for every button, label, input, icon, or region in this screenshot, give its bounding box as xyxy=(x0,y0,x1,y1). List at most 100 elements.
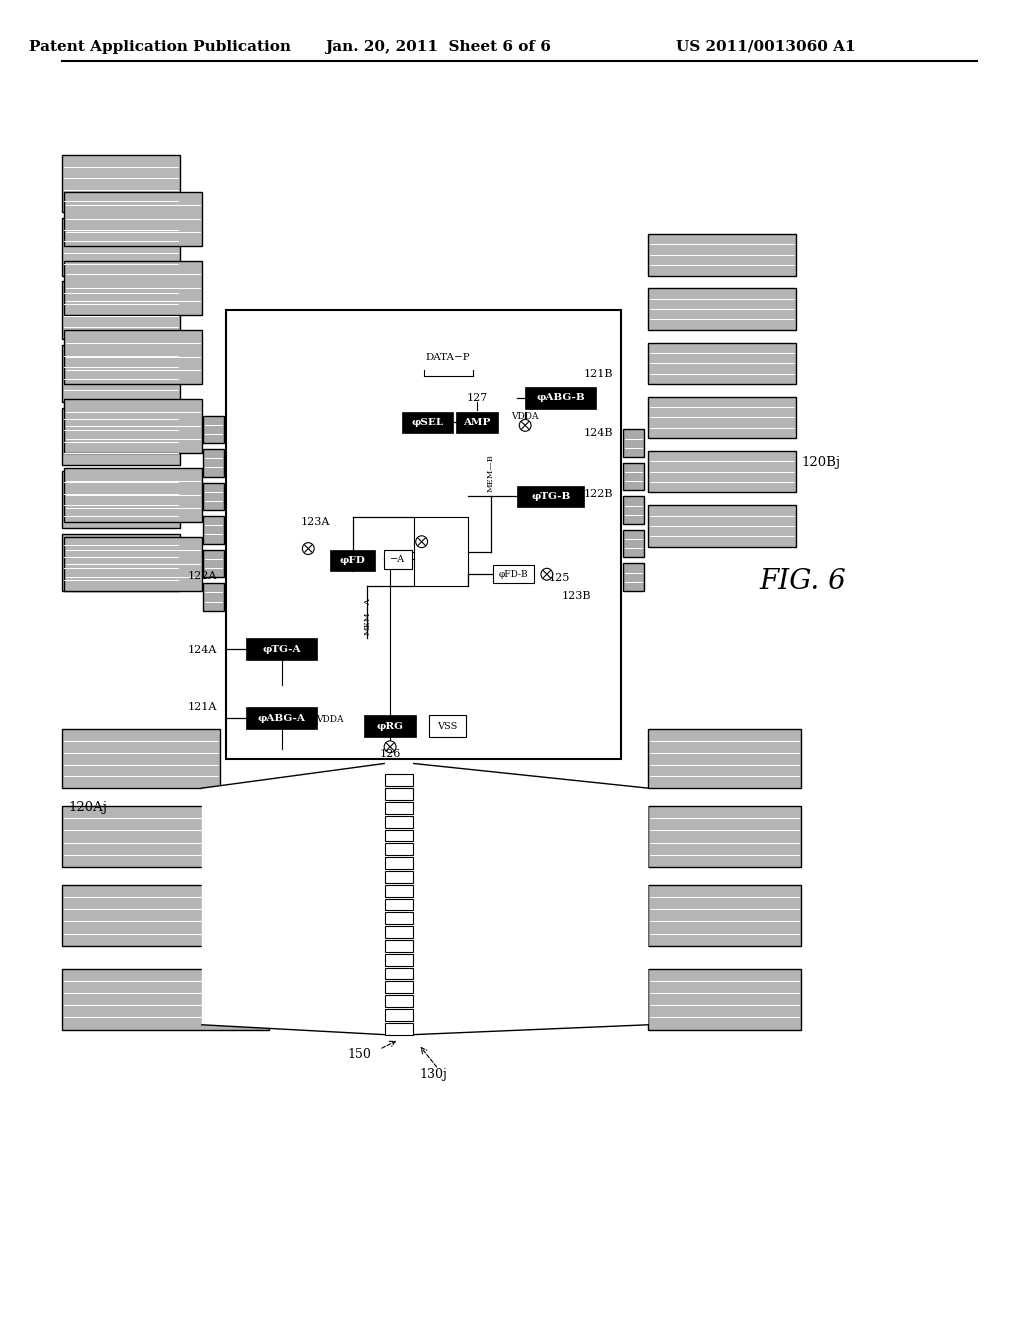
Text: 124A: 124A xyxy=(187,645,217,655)
Bar xyxy=(63,467,202,521)
Text: DATA−P: DATA−P xyxy=(426,352,471,362)
Bar xyxy=(63,330,202,384)
Circle shape xyxy=(302,543,314,554)
Bar xyxy=(385,1023,413,1035)
Text: 120Aj: 120Aj xyxy=(69,801,108,814)
Text: VSS: VSS xyxy=(437,722,458,730)
Bar xyxy=(61,408,180,465)
Text: 150: 150 xyxy=(347,1048,372,1061)
Bar xyxy=(517,486,585,507)
Bar xyxy=(61,807,244,867)
Text: −A: −A xyxy=(390,554,406,564)
Bar xyxy=(365,715,416,737)
Bar xyxy=(648,969,801,1030)
Text: 124B: 124B xyxy=(584,428,613,438)
Text: 126: 126 xyxy=(380,748,400,759)
Text: 121A: 121A xyxy=(187,702,217,713)
Bar xyxy=(61,218,180,276)
Bar xyxy=(61,345,180,401)
Text: VDDA: VDDA xyxy=(316,714,344,723)
Text: φTG-B: φTG-B xyxy=(531,492,570,500)
Bar xyxy=(246,639,317,660)
Bar xyxy=(385,1008,413,1020)
Bar xyxy=(61,281,180,339)
Text: 122A: 122A xyxy=(187,572,217,581)
Bar xyxy=(61,729,219,788)
Circle shape xyxy=(541,569,553,581)
Bar xyxy=(623,496,644,524)
Text: AMP: AMP xyxy=(463,418,490,426)
Bar xyxy=(385,912,413,924)
Text: 120Bj: 120Bj xyxy=(801,457,841,470)
Bar xyxy=(385,954,413,966)
Bar xyxy=(246,708,317,729)
Text: φABG-B: φABG-B xyxy=(537,393,585,403)
Bar xyxy=(385,968,413,979)
Bar xyxy=(648,506,797,546)
Bar xyxy=(402,412,454,433)
Text: φTG-A: φTG-A xyxy=(262,644,301,653)
Text: VDDA: VDDA xyxy=(511,412,539,421)
Bar xyxy=(385,995,413,1007)
Bar xyxy=(385,899,413,911)
Bar xyxy=(385,884,413,896)
Text: 123A: 123A xyxy=(300,517,330,527)
Bar xyxy=(385,871,413,883)
Bar xyxy=(385,803,413,814)
Text: Jan. 20, 2011  Sheet 6 of 6: Jan. 20, 2011 Sheet 6 of 6 xyxy=(326,40,551,54)
Text: 121B: 121B xyxy=(584,370,613,379)
Text: 123B: 123B xyxy=(561,591,591,601)
Circle shape xyxy=(416,536,428,548)
Bar xyxy=(226,310,621,759)
Bar xyxy=(203,449,224,477)
Bar xyxy=(648,288,797,330)
Text: US 2011/0013060 A1: US 2011/0013060 A1 xyxy=(676,40,855,54)
Polygon shape xyxy=(414,763,648,1035)
Bar xyxy=(648,807,801,867)
Bar xyxy=(61,156,180,213)
Bar xyxy=(428,715,466,737)
Bar xyxy=(385,775,413,787)
Polygon shape xyxy=(202,763,384,1035)
Bar xyxy=(61,471,180,528)
Bar xyxy=(330,549,376,572)
Bar xyxy=(203,483,224,510)
Bar xyxy=(385,843,413,855)
Bar xyxy=(203,416,224,444)
Bar xyxy=(385,829,413,841)
Text: MEM—B: MEM—B xyxy=(486,454,495,491)
Bar xyxy=(456,412,498,433)
Bar xyxy=(648,451,797,492)
Text: φFD-B: φFD-B xyxy=(499,570,528,578)
Text: 127: 127 xyxy=(466,393,487,403)
Bar xyxy=(648,884,801,946)
Bar xyxy=(648,343,797,384)
Text: φSEL: φSEL xyxy=(412,418,443,426)
Bar xyxy=(648,234,797,276)
Bar xyxy=(203,516,224,544)
Bar xyxy=(648,729,801,788)
Bar xyxy=(493,565,535,583)
Bar xyxy=(385,857,413,869)
Bar xyxy=(61,969,269,1030)
Text: Patent Application Publication: Patent Application Publication xyxy=(30,40,292,54)
Bar xyxy=(385,927,413,939)
Bar xyxy=(203,549,224,577)
Bar xyxy=(63,399,202,453)
Text: 125: 125 xyxy=(549,573,570,583)
Bar xyxy=(384,549,412,569)
Bar xyxy=(385,981,413,993)
Bar xyxy=(203,583,224,611)
Text: φRG: φRG xyxy=(377,722,403,730)
Text: FIG. 6: FIG. 6 xyxy=(760,568,847,594)
Bar xyxy=(623,429,644,457)
Bar xyxy=(623,564,644,591)
Bar xyxy=(63,261,202,315)
Bar xyxy=(385,940,413,952)
Bar xyxy=(623,463,644,491)
Bar xyxy=(385,816,413,828)
Bar xyxy=(414,517,468,586)
Bar xyxy=(648,397,797,438)
Text: 122B: 122B xyxy=(584,490,613,499)
Circle shape xyxy=(384,741,396,752)
